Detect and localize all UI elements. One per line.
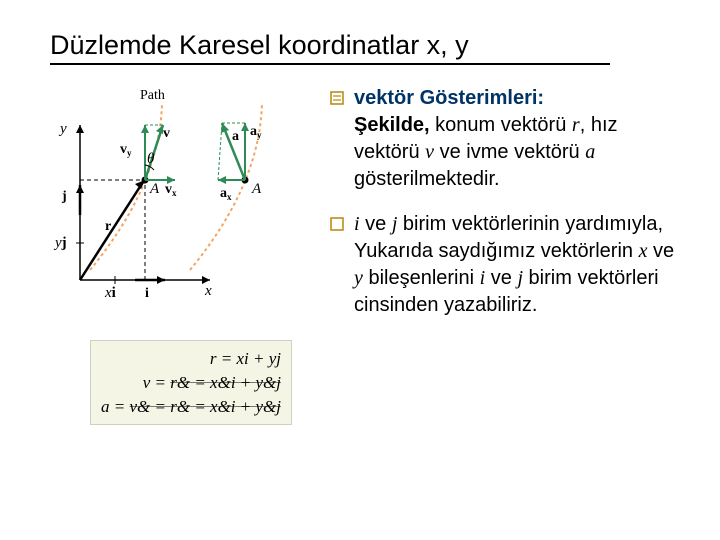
bullet-1: vektör Gösterimleri: Şekilde, konum vekt… [330, 85, 680, 193]
ax-label: ax [220, 186, 232, 202]
ay-label: ay [250, 124, 262, 140]
i-label: i [145, 286, 149, 301]
vx-label: vx [165, 182, 177, 198]
formula-v: v = r& = x&i + y&j [101, 371, 281, 395]
j-label: j [61, 189, 67, 204]
theta-label: θ [147, 151, 155, 167]
bullet-icon [330, 217, 344, 231]
left-column: Path y x j i yj [50, 85, 320, 425]
vector-diagram: Path y x j i yj [50, 85, 310, 305]
formula-r: r = xi + yj [101, 347, 281, 371]
slide-title: Düzlemde Karesel koordinatlar x, y [50, 30, 610, 65]
y-axis-label: y [58, 121, 67, 137]
bullet-2: i ve j birim vektörlerinin yardımıyla, Y… [330, 211, 680, 319]
formula-a: a = v& = r& = x&i + y&j [101, 395, 281, 419]
a-label: a [232, 129, 239, 144]
bullet-icon [330, 91, 344, 105]
point-a2-label: A [251, 181, 262, 197]
yj-label: yj [53, 235, 67, 251]
vy-label: vy [120, 142, 132, 158]
bullet-2-text: i ve j birim vektörlerinin yardımıyla, Y… [354, 211, 680, 319]
bullet-1-text: vektör Gösterimleri: Şekilde, konum vekt… [354, 85, 680, 193]
formula-box: r = xi + yj v = r& = x&i + y&j a = v& = … [90, 340, 292, 425]
xi-label: xi [104, 285, 116, 301]
path-label: Path [140, 88, 165, 103]
point-a-label: A [149, 181, 160, 197]
right-column: vektör Gösterimleri: Şekilde, konum vekt… [320, 85, 680, 425]
r-label: r [105, 219, 111, 234]
x-axis-label: x [204, 283, 212, 299]
